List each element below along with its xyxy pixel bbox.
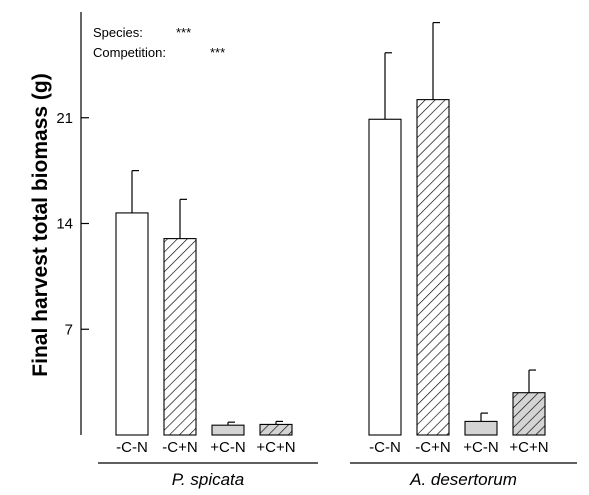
bar-mCpN [163, 238, 197, 436]
x-category-label: +C+N [256, 439, 295, 456]
y-tick-label: 7 [65, 321, 73, 338]
x-category-label: -C-N [116, 439, 148, 456]
group-label: A. desertorum [409, 470, 517, 489]
annotation-competition-label: Competition: [93, 45, 166, 60]
bar-pCmN [464, 420, 498, 436]
annotations: Species: *** Competition: *** [93, 25, 225, 60]
bar-mCmN [115, 212, 149, 436]
bar-mCmN [368, 118, 402, 436]
x-category-label: -C-N [369, 439, 401, 456]
x-category-label: +C+N [509, 439, 548, 456]
bar-pCpN [512, 392, 546, 436]
y-axis-label: Final harvest total biomass (g) [29, 73, 52, 376]
annotation-species-value: *** [176, 25, 191, 40]
group-label: P. spicata [172, 470, 244, 489]
y-tick-label: 14 [56, 216, 73, 233]
x-category-label: -C+N [415, 439, 450, 456]
y-ticks: 7 14 21 [56, 110, 89, 338]
x-labels: -C-N -C+N +C-N +C+N P. spicata -C-N -C+N +C-N +C… [98, 439, 577, 489]
bar-pCmN [211, 424, 245, 436]
x-category-label: +C-N [210, 439, 245, 456]
y-tick-label: 21 [56, 110, 73, 127]
bar-pCpN [259, 423, 293, 436]
annotation-competition-value: *** [210, 45, 225, 60]
bar-mCpN [416, 99, 450, 436]
bars [115, 21, 546, 436]
x-category-label: -C+N [162, 439, 197, 456]
x-category-label: +C-N [463, 439, 498, 456]
annotation-species-label: Species: [93, 25, 143, 40]
